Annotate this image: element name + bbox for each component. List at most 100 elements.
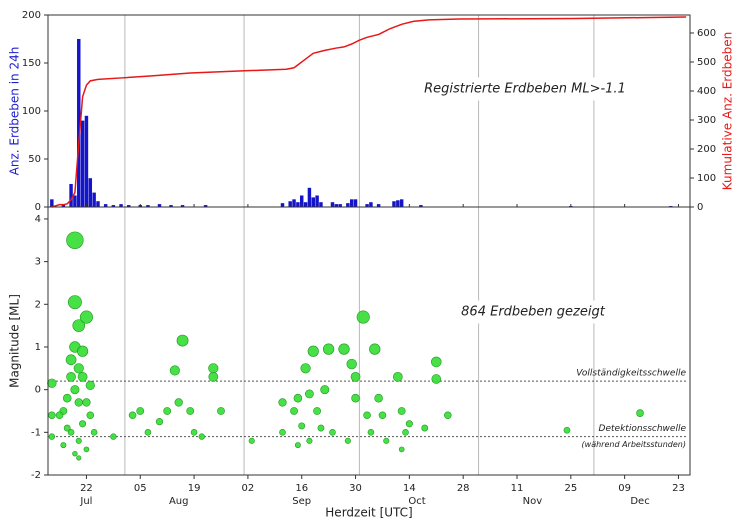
earthquake-point xyxy=(636,409,644,417)
earthquake-point xyxy=(208,371,219,382)
y-tick-label: -2 xyxy=(31,470,41,481)
earthquake-point xyxy=(322,343,335,355)
earthquake-point xyxy=(313,407,322,415)
y2-tick-label: 0 xyxy=(697,202,703,213)
earthquake-point xyxy=(48,433,56,440)
earthquake-point xyxy=(307,345,319,357)
earthquake-point xyxy=(298,422,306,430)
bar xyxy=(80,120,85,207)
bar xyxy=(96,201,100,207)
y2-tick-label: 100 xyxy=(697,173,716,184)
bar xyxy=(376,204,381,207)
bar xyxy=(334,204,339,207)
earthquake-point xyxy=(75,437,82,444)
reference-label: Vollständigkeitsschwelle xyxy=(576,369,686,379)
bar xyxy=(50,199,54,207)
bar xyxy=(299,195,304,207)
earthquake-point xyxy=(329,429,336,436)
earthquake-point xyxy=(77,345,89,357)
earthquake-point xyxy=(346,358,357,370)
earthquake-point xyxy=(82,398,91,407)
month-label: Aug xyxy=(169,496,189,507)
x-tick-label: 02 xyxy=(242,483,255,494)
annotation: 864 Erdbeben gezeigt xyxy=(461,305,606,320)
bar xyxy=(77,39,81,207)
x-tick-label: 14 xyxy=(403,483,416,494)
month-label: Jul xyxy=(79,496,92,507)
earthquake-point xyxy=(90,429,98,436)
earthquake-point xyxy=(85,380,95,391)
earthquake-point xyxy=(67,295,82,310)
y-tick-label: 0 xyxy=(35,385,41,396)
x-tick-label: 23 xyxy=(672,483,685,494)
bar xyxy=(288,201,292,207)
x-tick-label: 16 xyxy=(295,483,308,494)
earthquake-point xyxy=(430,356,442,368)
earthquake-point xyxy=(66,231,84,249)
y-tick-label: 2 xyxy=(35,299,41,310)
y-axis-label: Anz. Erdbeben in 24h xyxy=(8,47,22,176)
x-axis-label: Herdzeit [UTC] xyxy=(325,506,412,520)
earthquake-point xyxy=(60,442,67,449)
y-tick-label: 1 xyxy=(35,342,41,353)
earthquake-point xyxy=(62,393,72,403)
y-tick-label: 3 xyxy=(35,257,41,268)
earthquake-point xyxy=(83,446,90,453)
earthquake-point xyxy=(67,429,75,436)
earthquake-point xyxy=(306,437,313,444)
y-axis-label: Magnitude [ML] xyxy=(8,294,22,388)
y-tick-label: 4 xyxy=(35,214,41,225)
earthquake-point xyxy=(369,343,381,355)
earthquake-point xyxy=(72,450,78,457)
y-tick-label: -1 xyxy=(31,427,41,438)
earthquake-point xyxy=(293,393,303,403)
earthquake-point xyxy=(374,393,383,403)
earthquake-point xyxy=(198,433,205,440)
bar xyxy=(157,204,162,207)
month-label: Nov xyxy=(523,496,543,507)
month-label: Sep xyxy=(292,496,311,507)
earthquake-point xyxy=(176,334,189,347)
x-tick-label: 19 xyxy=(188,483,201,494)
reference-note: (während Arbeitsstunden) xyxy=(582,440,686,449)
bar xyxy=(280,203,285,207)
earthquake-point xyxy=(563,426,571,434)
earthquake-point xyxy=(66,371,76,382)
earthquake-point xyxy=(363,411,371,420)
bar xyxy=(392,201,396,207)
earthquake-point xyxy=(421,424,429,432)
bar xyxy=(296,202,300,207)
y-tick-label: 50 xyxy=(28,154,41,165)
earthquake-point xyxy=(110,433,117,440)
earthquake-point xyxy=(86,411,95,420)
y2-tick-label: 400 xyxy=(697,86,716,97)
y-tick-label: 0 xyxy=(35,202,41,213)
bar xyxy=(315,195,319,207)
earthquake-point xyxy=(144,429,152,436)
earthquake-point xyxy=(278,398,287,407)
earthquake-point xyxy=(190,429,198,436)
earthquake-point xyxy=(208,363,219,374)
earthquake-point xyxy=(356,310,370,324)
earthquake-point xyxy=(72,319,86,332)
bar xyxy=(146,205,150,207)
bar xyxy=(92,192,96,207)
bar xyxy=(69,183,73,207)
earthquake-point xyxy=(402,429,409,436)
earthquake-point xyxy=(169,365,180,376)
bar xyxy=(169,205,173,207)
bar xyxy=(396,200,400,207)
bar xyxy=(292,199,296,207)
earthquake-point xyxy=(74,398,83,407)
earthquake-point xyxy=(73,363,84,374)
x-tick-label: 09 xyxy=(618,483,631,494)
x-tick-label: 25 xyxy=(564,483,577,494)
earthquake-point xyxy=(279,429,286,436)
earthquake-point xyxy=(350,371,361,382)
month-label: Dec xyxy=(630,496,649,507)
earthquake-point xyxy=(317,424,325,432)
y-tick-label: 200 xyxy=(22,10,41,21)
earthquake-point xyxy=(76,455,82,461)
bar xyxy=(349,199,354,207)
bar xyxy=(303,202,308,207)
